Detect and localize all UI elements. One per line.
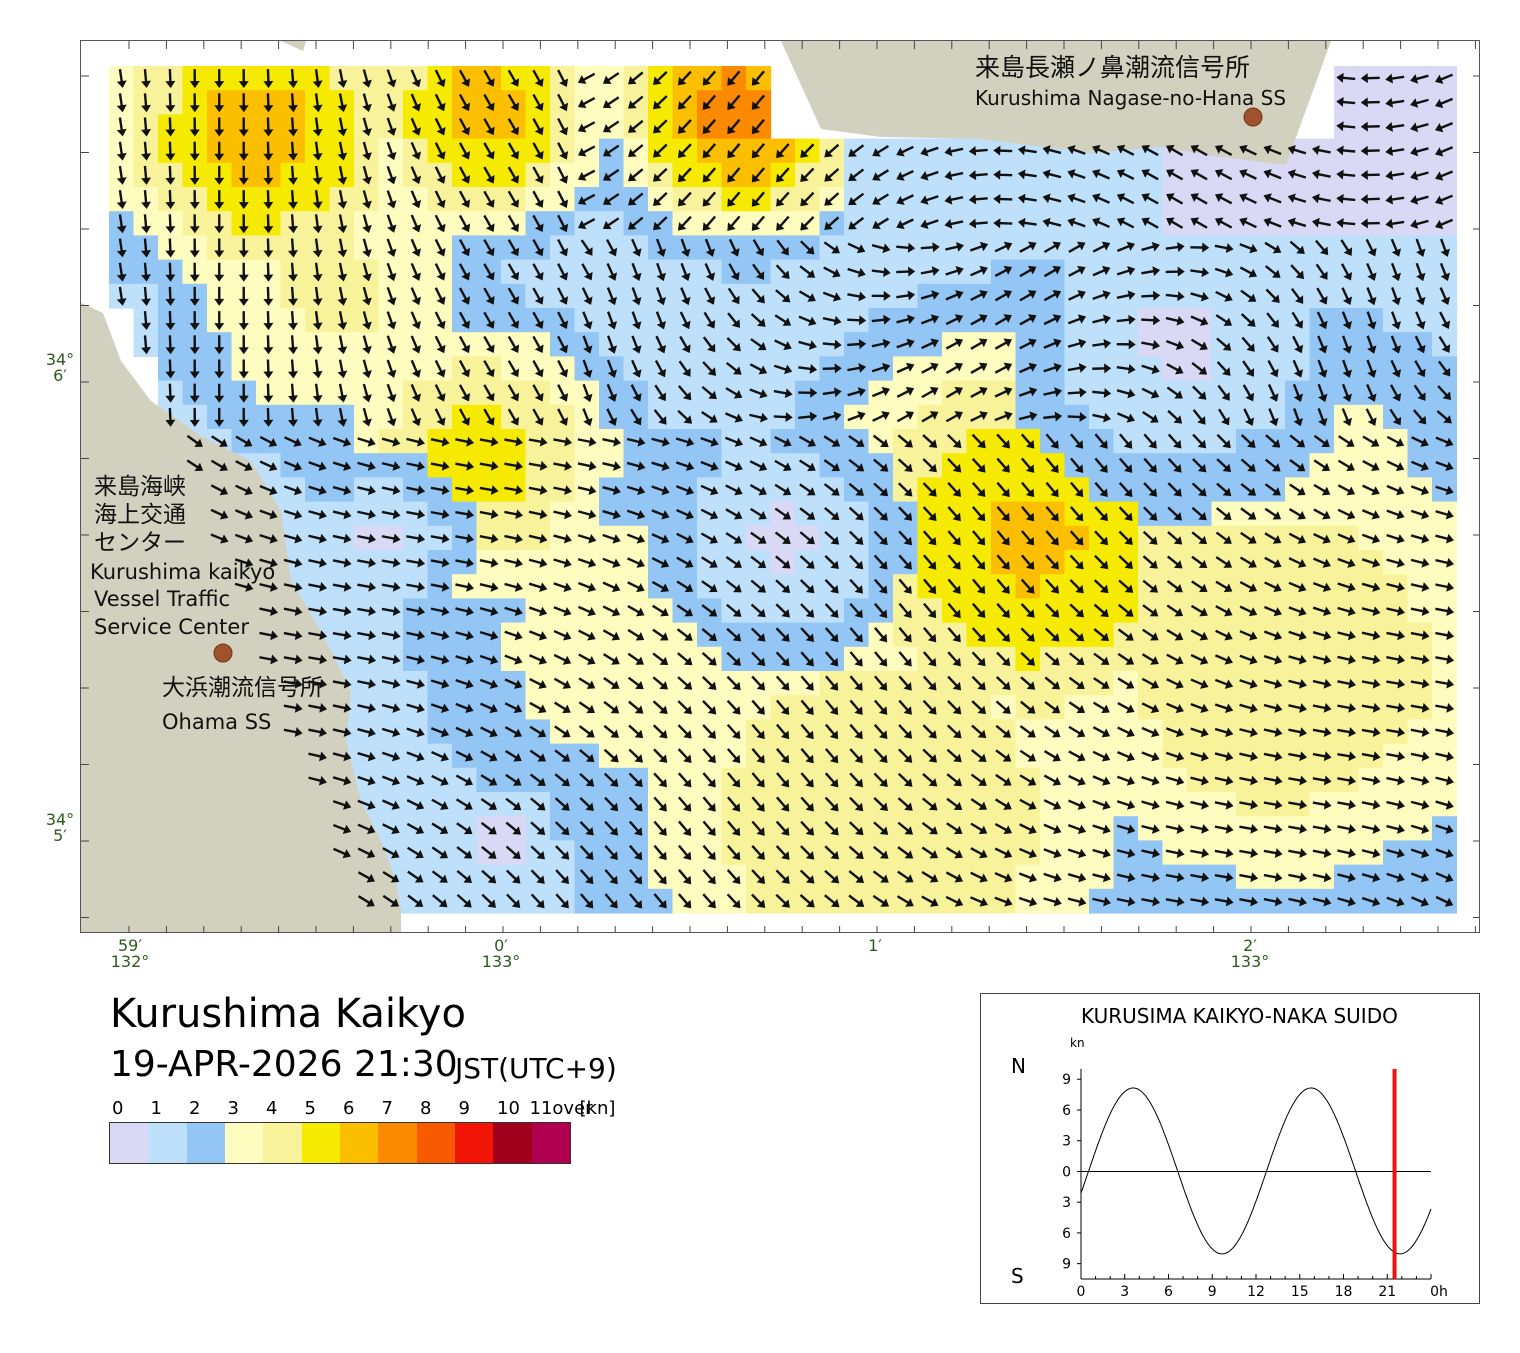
legend-swatch [339,1123,379,1163]
x-tick-label-133-1: 1′ [868,936,882,955]
legend-swatch [148,1123,187,1163]
legend-tick-label: 4 [266,1098,278,1119]
legend-tick-label: 5 [304,1098,316,1119]
tide-x-tick-label: 21 [1378,1284,1396,1300]
legend-swatch [454,1123,494,1163]
y-tick-label-34-5: 34° 5′ [45,810,75,845]
tide-x-tick-label: 18 [1335,1284,1353,1300]
current-map [80,40,1480,933]
map-title: Kurushima Kaikyo [110,991,466,1037]
vtsc-name-ja-line2: 海上交通 [94,502,186,528]
tide-x-tick-label: 0 [1077,1284,1086,1300]
legend-swatch [378,1123,417,1163]
legend-tick-label: 0 [112,1098,124,1119]
tide-x-tick-label: 0h [1430,1284,1448,1300]
x-tick-label-132-59: 59′ 132° [110,936,150,971]
tide-x-tick-label: 6 [1164,1284,1173,1300]
y-tick-label-34-6: 34° 6′ [45,350,75,385]
tide-y-tick-label: 6 [1062,1226,1071,1242]
tide-y-tick-label: 3 [1062,1195,1071,1211]
tide-x-tick-label: 15 [1291,1284,1309,1300]
x-tick-label-133-2: 2′ 133° [1230,936,1270,971]
tide-x-tick-label: 9 [1208,1284,1217,1300]
tide-y-tick-label: 0 [1062,1164,1071,1180]
forecast-datetime: 19-APR-2026 21:30 [110,1044,458,1085]
tide-y-tick-label: 9 [1062,1072,1071,1088]
tide-x-tick-label: 3 [1120,1284,1129,1300]
legend-tick-label: 9 [458,1098,470,1119]
tide-y-tick-label: 6 [1062,1103,1071,1119]
vtsc-name-en-line1: Kurushima kaikyo [90,560,276,584]
nagase-station-name-en: Kurushima Nagase-no-Hana SS [975,86,1287,110]
ohama-station-name-en: Ohama SS [162,710,272,734]
legend-swatch [416,1123,455,1163]
legend-swatch [186,1123,225,1163]
legend-tick-label: 8 [420,1098,432,1119]
legend-tick-label: 6 [343,1098,355,1119]
x-tick-label-133-0: 0′ 133° [481,936,521,971]
timezone-label: JST(UTC+9) [455,1052,617,1085]
legend-swatch [263,1123,302,1163]
vtsc-name-en-line2: Vessel Traffic [94,587,231,611]
legend-swatch [493,1123,532,1163]
legend-swatch [531,1123,570,1163]
vtsc-name-en-line3: Service Center [94,615,249,639]
legend-tick-label: 3 [227,1098,239,1119]
land-north-west-tip [281,41,306,51]
legend-tick-label: 10 [497,1098,520,1119]
current-time-marker [1392,1069,1397,1279]
ohama-station-name-ja: 大浜潮流信号所 [162,675,323,701]
tide-x-tick-label: 12 [1247,1284,1265,1300]
legend-tick-label: [kn] [579,1098,616,1119]
vtsc-name-ja-line3: センター [94,530,186,556]
legend-tick-label: 7 [381,1098,393,1119]
legend-swatch [224,1123,264,1163]
vtsc-name-ja-line1: 来島海峡 [94,474,186,500]
nagase-station-name-ja: 来島長瀬ノ鼻潮流信号所 [975,53,1251,82]
legend-tick-label: 2 [189,1098,201,1119]
legend-tick-label: 1 [150,1098,162,1119]
tide-y-tick-label: 9 [1062,1257,1071,1273]
current-map-canvas [81,41,1479,932]
tide-y-tick-label: 3 [1062,1134,1071,1150]
legend-swatch [110,1123,149,1163]
legend-tick-labels: 0 1 2 3 4 5 6 7 8 9 10 11over [kn] [108,1098,668,1122]
legend-swatch [301,1123,340,1163]
ohama-signal-marker [213,643,233,663]
speed-legend-bar [109,1122,571,1164]
